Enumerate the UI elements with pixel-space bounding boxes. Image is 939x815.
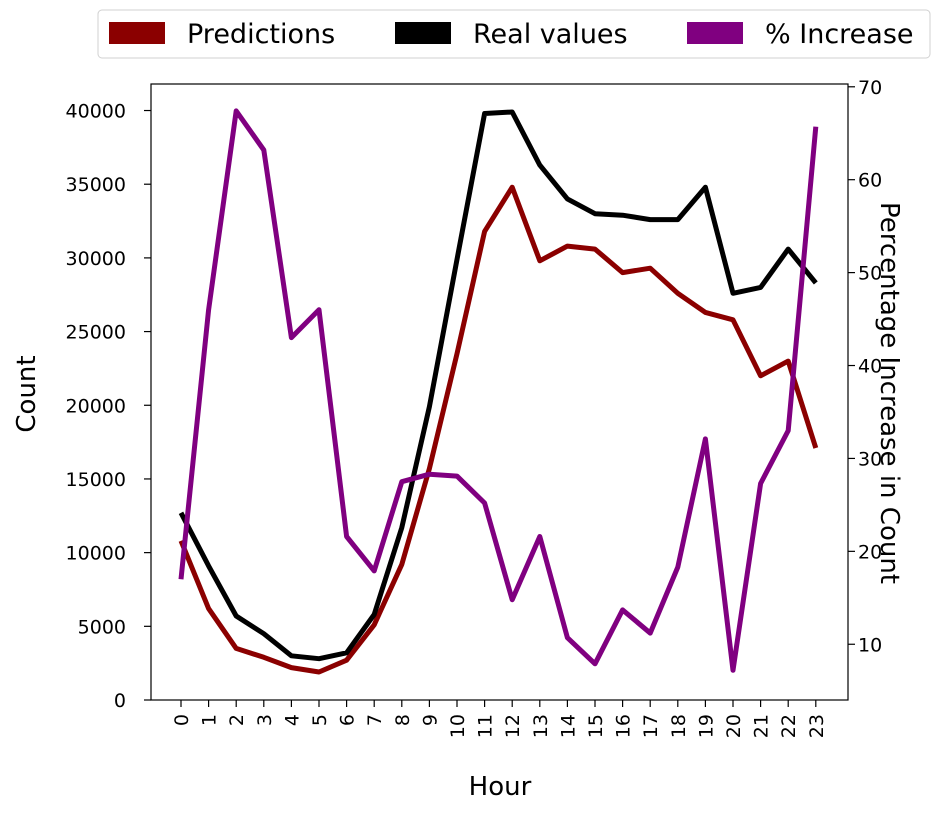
x-tick-label: 15	[585, 714, 607, 738]
x-tick-label: 13	[530, 714, 552, 738]
x-tick-label: 2	[226, 714, 248, 726]
plot-frame	[150, 83, 849, 701]
legend-label: Predictions	[187, 19, 335, 50]
legend-label: Real values	[473, 19, 628, 50]
x-tick-label: 16	[613, 714, 635, 738]
y2-tick-label: 10	[858, 634, 882, 656]
x-tick-label: 22	[778, 714, 800, 738]
y2-tick-label: 20	[858, 541, 882, 563]
y2-tick-label: 60	[858, 170, 882, 192]
y-tick-label: 5000	[78, 616, 126, 638]
x-tick-label: 5	[309, 714, 331, 726]
series-lines	[178, 108, 819, 675]
x-axis-label: Hour	[469, 772, 532, 802]
y2-tick-label: 50	[858, 263, 882, 285]
series-line-increase	[178, 108, 819, 673]
y2-tick-label: 30	[858, 448, 882, 470]
y-tick-label: 40000	[66, 101, 126, 123]
x-tick-label: 20	[723, 714, 745, 738]
y-tick-label: 30000	[66, 248, 126, 270]
y-tick-label: 20000	[66, 395, 126, 417]
y-tick-label: 10000	[66, 543, 126, 565]
x-tick-label: 12	[502, 714, 524, 738]
series-line-predictions	[178, 184, 819, 675]
y-tick-label: 35000	[66, 174, 126, 196]
y-axis-label: Count	[12, 355, 42, 432]
x-tick-label: 17	[640, 714, 662, 738]
legend-label: % Increase	[765, 19, 914, 50]
x-tick-label: 10	[447, 714, 469, 738]
x-tick-label: 21	[751, 714, 773, 738]
x-tick-label: 6	[337, 714, 359, 726]
x-tick-label: 19	[695, 714, 717, 738]
x-tick-label: 9	[419, 714, 441, 726]
y-tick-label: 15000	[66, 469, 126, 491]
legend-swatch	[395, 22, 451, 44]
x-tick-label: 18	[668, 714, 690, 738]
x-tick-label: 1	[199, 714, 221, 726]
y-tick-label: 0	[114, 690, 126, 712]
right-axis-ticks: 10 20 30 40 50 60 70	[848, 77, 882, 656]
x-tick-label: 23	[806, 714, 828, 738]
x-tick-label: 0	[171, 714, 193, 726]
legend: Predictions Real values % Increase	[97, 9, 931, 59]
y2-tick-label: 40	[858, 356, 882, 378]
legend-swatch	[687, 22, 743, 44]
y2-tick-label: 70	[858, 77, 882, 99]
left-axis-ticks: 0 5000 10000 15000 20000 25000 30000 35000 40000	[66, 101, 151, 712]
x-tick-label: 8	[392, 714, 414, 726]
legend-swatch	[109, 22, 165, 44]
series-line-real-values	[178, 109, 818, 662]
y-tick-label: 25000	[66, 322, 126, 344]
x-tick-label: 3	[254, 714, 276, 726]
y2-axis-label: Percentage Increase in Count	[874, 202, 904, 584]
x-tick-label: 11	[475, 714, 497, 738]
x-tick-label: 14	[557, 714, 579, 738]
x-axis-ticks: 0 1 2 3 4 5 6 7 8 9 10 11 12 13 14 15 16 17 18 19 20 21 22 23	[171, 700, 828, 738]
x-tick-label: 4	[281, 714, 303, 726]
x-tick-label: 7	[364, 714, 386, 726]
